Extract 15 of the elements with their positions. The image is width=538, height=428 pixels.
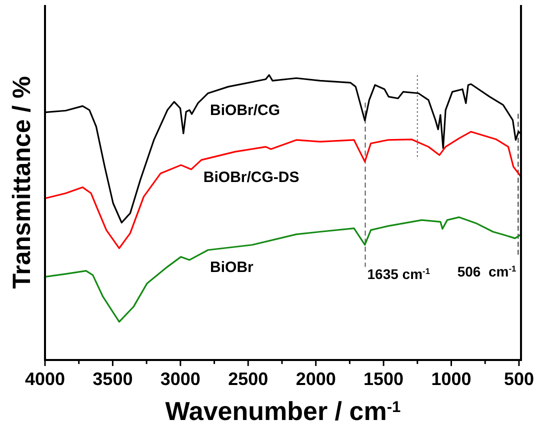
series-label: BiOBr/CG-DS <box>203 168 300 186</box>
x-tick-label: 500 <box>504 369 534 389</box>
x-tick-label: 1000 <box>431 369 472 389</box>
series-label: BiOBr <box>210 258 254 276</box>
x-tick-label: 3000 <box>160 369 200 389</box>
x-axis-title: Wavenumber / cm$^{-1}$ <box>165 396 402 426</box>
x-tick-label: 2000 <box>296 369 336 389</box>
ref-line-label: 1635 cm$^{-1}$ <box>367 266 430 282</box>
series-label: BiOBr/CG <box>210 102 280 120</box>
x-tick-label: 4000 <box>24 369 66 389</box>
x-tick-label: 2500 <box>228 369 268 389</box>
x-tick-label: 3500 <box>92 369 133 389</box>
ref-line-label: 506 cm$^{-1}$ <box>457 264 516 280</box>
x-tick-label: 1500 <box>364 369 404 389</box>
y-axis-title: Transmittance / % <box>8 76 36 289</box>
